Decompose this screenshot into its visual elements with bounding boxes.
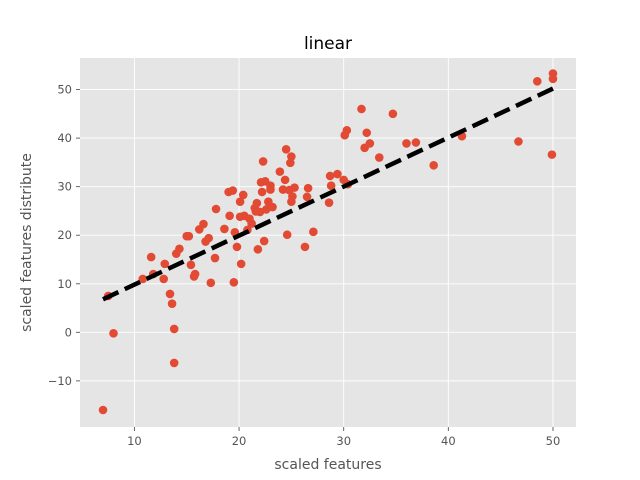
scatter-point (247, 219, 256, 228)
fit-line-group (102, 86, 554, 302)
scatter-point (109, 328, 118, 338)
scatter-point (169, 358, 179, 368)
scatter-point (235, 197, 245, 207)
scatter-point (268, 202, 277, 212)
scatter-point (190, 269, 200, 279)
scatter-point (206, 278, 216, 288)
x-tick-label: 10 (127, 434, 142, 448)
scatter-point (326, 181, 336, 190)
y-axis-ticks: −10 0 10 20 30 40 50 (48, 83, 80, 388)
scatter-point (186, 260, 196, 270)
scatter-point (165, 289, 175, 299)
y-tick-label: 30 (57, 180, 72, 194)
y-tick-label: 20 (57, 228, 72, 242)
x-tick-label: 50 (546, 434, 561, 448)
scatter-point (333, 169, 342, 179)
scatter-point (300, 242, 310, 252)
scatter-point (159, 274, 169, 284)
scatter-point (281, 144, 291, 154)
scatter-point (184, 231, 194, 241)
scatter-point (342, 126, 352, 135)
scatter-point (229, 278, 239, 287)
x-tick-label: 40 (441, 434, 456, 448)
scatter-point (204, 233, 214, 243)
scatter-point (259, 236, 269, 246)
scatter-point (160, 259, 170, 269)
scatter-point (225, 211, 234, 221)
scatter-point (325, 171, 335, 181)
y-tick-label: 0 (65, 325, 72, 339)
scatter-points (98, 69, 558, 415)
scatter-point (275, 167, 285, 176)
scatter-point (411, 138, 421, 147)
scatter-point (303, 183, 313, 193)
scatter-point (98, 405, 108, 415)
scatter-point (547, 150, 557, 159)
scatter-point (220, 224, 229, 234)
scatter-point (280, 175, 290, 185)
scatter-point (309, 227, 318, 237)
scatter-point (257, 187, 267, 197)
y-axis-label: scaled features distribute (19, 153, 35, 332)
scatter-point (175, 244, 184, 254)
scatter-point (324, 198, 334, 207)
scatter-point (199, 219, 208, 229)
scatter-point (258, 157, 268, 166)
scatter-point (290, 183, 299, 192)
scatter-point (167, 299, 177, 308)
scatter-point (365, 139, 375, 148)
scatter-point (236, 259, 246, 269)
plot-area (80, 58, 576, 427)
scatter-point (211, 204, 221, 214)
chart-title: linear (304, 34, 352, 54)
fit-line (102, 86, 554, 302)
scatter-point (228, 186, 238, 195)
scatter-point (252, 198, 262, 208)
scatter-point (169, 324, 179, 334)
scatter-point (514, 137, 523, 146)
y-tick-label: 50 (57, 83, 72, 97)
scatter-point (286, 158, 295, 168)
y-tick-label: −10 (48, 374, 72, 388)
scatter-point (210, 253, 220, 263)
grid-lines (80, 58, 576, 427)
scatter-point (282, 230, 292, 240)
scatter-point (548, 74, 558, 84)
x-tick-label: 30 (336, 434, 351, 448)
scatter-point (253, 244, 263, 254)
scatter-point (288, 192, 297, 201)
scatter-point (357, 104, 366, 114)
scatter-point (146, 252, 156, 262)
scatter-point (388, 109, 398, 119)
x-axis-ticks: 10 20 30 40 50 (127, 427, 560, 448)
x-axis-label: scaled features (274, 457, 381, 473)
scatter-point (374, 153, 384, 162)
scatter-point (532, 77, 542, 86)
scatter-point (302, 192, 312, 202)
scatter-point (402, 139, 411, 148)
scatter-point (238, 190, 248, 200)
scatter-point (429, 161, 438, 170)
scatter-point (266, 185, 275, 194)
scatter-point (362, 128, 372, 138)
y-tick-label: 10 (57, 277, 72, 291)
x-tick-label: 20 (232, 434, 247, 448)
scatter-point (138, 274, 148, 284)
scatter-point (287, 152, 296, 161)
y-tick-label: 40 (57, 131, 72, 145)
scatter-point (232, 242, 242, 252)
scatter-point (278, 185, 288, 194)
